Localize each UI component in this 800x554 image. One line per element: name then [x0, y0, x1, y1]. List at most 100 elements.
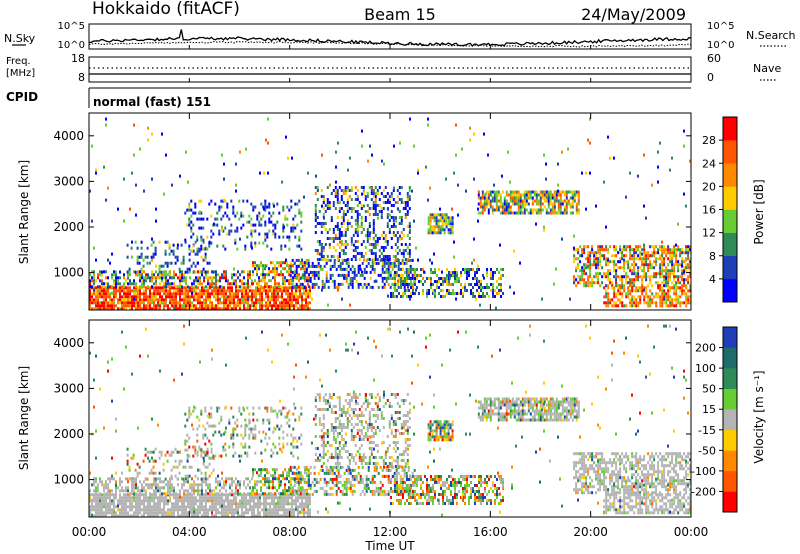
rti-cell: [153, 289, 155, 293]
rti-cell: [175, 285, 177, 289]
rti-cell: [679, 248, 682, 252]
rti-cell: [585, 272, 588, 276]
rti-cell: [111, 273, 113, 277]
rti-cell: [121, 499, 123, 503]
rti-cell: [332, 201, 335, 204]
rti-cell: [332, 228, 335, 231]
rti-cell: [284, 214, 287, 218]
rti-cell: [179, 270, 181, 274]
rti-cell: [303, 298, 305, 302]
rti-cell: [461, 147, 463, 151]
rti-cell: [332, 204, 335, 207]
rti-cell: [190, 208, 193, 212]
rti-cell: [249, 505, 251, 509]
rti-cell: [273, 508, 275, 512]
rti-cell: [143, 496, 145, 500]
rti-cell: [667, 286, 670, 290]
rti-cell: [390, 295, 392, 298]
rti-cell: [268, 270, 270, 274]
rti-cell: [374, 201, 377, 204]
rti-cell: [213, 489, 215, 493]
rti-cell: [396, 240, 399, 243]
rti-cell: [139, 273, 141, 277]
rti-cell: [274, 279, 276, 283]
rti-cell: [243, 301, 245, 305]
rti-cell: [369, 270, 372, 274]
rti-cell: [205, 511, 207, 515]
rti-cell: [133, 286, 135, 290]
rti-cell: [342, 222, 345, 225]
rti-cell: [210, 199, 213, 203]
rti-cell: [619, 275, 622, 279]
rti-cell: [143, 505, 145, 509]
rti-cell: [141, 282, 143, 286]
rti-cell: [341, 273, 344, 277]
rti-cell: [689, 251, 692, 255]
rti-cell: [342, 192, 345, 195]
rti-cell: [254, 223, 257, 227]
rti-cell: [351, 282, 354, 286]
rti-cell: [340, 189, 343, 192]
rti-cell: [123, 177, 125, 181]
rti-cell: [685, 258, 687, 262]
rti-cell: [199, 489, 201, 493]
rti-cell: [613, 292, 616, 296]
rti-cell: [633, 248, 636, 252]
rti-cell: [683, 281, 686, 285]
rti-cell: [99, 301, 101, 305]
rti-cell: [153, 282, 155, 286]
rti-cell: [443, 216, 446, 220]
rti-cell: [527, 193, 530, 197]
rti-cell: [619, 257, 622, 261]
rti-cell: [336, 195, 339, 198]
rti-cell: [277, 298, 279, 302]
rti-cell: [151, 483, 153, 487]
rti-cell: [454, 280, 456, 283]
rti-cell: [681, 264, 683, 268]
rti-cell: [171, 502, 173, 506]
rti-cell: [89, 279, 91, 283]
rti-cell: [429, 222, 432, 226]
rti-cell: [229, 505, 231, 509]
rti-cell: [170, 249, 173, 253]
rti-cell: [210, 241, 213, 245]
rti-cell: [440, 289, 442, 292]
rti-cell: [159, 295, 161, 299]
rti-cell: [267, 508, 269, 512]
rti-cell: [291, 270, 294, 274]
rti-cell: [150, 255, 153, 259]
rti-cell: [151, 132, 153, 136]
rti-cell: [244, 244, 247, 248]
rti-cell: [332, 189, 335, 192]
rti-cell: [123, 505, 125, 509]
rti-cell: [487, 211, 490, 215]
rti-cell: [599, 257, 602, 261]
rti-cell: [617, 289, 620, 293]
rti-cell: [121, 502, 123, 506]
rti-cell: [561, 190, 564, 194]
rti-cell: [386, 225, 389, 228]
rti-cell: [519, 193, 522, 197]
rti-cell: [267, 141, 269, 145]
rti-cell: [189, 483, 191, 487]
rti-cell: [207, 496, 209, 500]
rti-cell: [205, 289, 207, 293]
rti-cell: [137, 489, 139, 493]
rti-cell: [139, 499, 141, 503]
rti-cell: [227, 289, 229, 293]
rti-cell: [202, 267, 205, 271]
rti-cell: [197, 279, 199, 283]
rti-cell: [247, 295, 249, 299]
rti-cell: [150, 243, 153, 247]
rti-cell: [645, 295, 648, 299]
rti-cell: [380, 216, 383, 219]
rti-cell: [265, 514, 267, 518]
rti-cell: [643, 269, 646, 273]
rti-cell: [181, 477, 183, 481]
rti-cell: [227, 499, 229, 503]
rti-cell: [172, 249, 175, 253]
rti-cell: [681, 286, 684, 290]
rti-cell: [344, 186, 347, 189]
rti-cell: [340, 207, 343, 210]
rti-cell: [621, 295, 624, 299]
